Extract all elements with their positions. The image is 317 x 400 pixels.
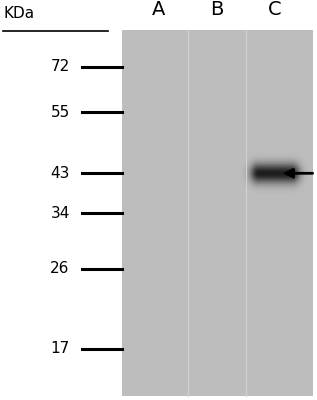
Text: 72: 72 (50, 59, 70, 74)
Text: KDa: KDa (3, 6, 34, 21)
Text: A: A (152, 0, 165, 19)
Text: 55: 55 (50, 105, 70, 120)
Text: 17: 17 (50, 341, 70, 356)
Text: 43: 43 (50, 166, 70, 181)
Text: 26: 26 (50, 261, 70, 276)
Text: C: C (268, 0, 281, 19)
Text: 34: 34 (50, 206, 70, 221)
Text: B: B (210, 0, 224, 19)
